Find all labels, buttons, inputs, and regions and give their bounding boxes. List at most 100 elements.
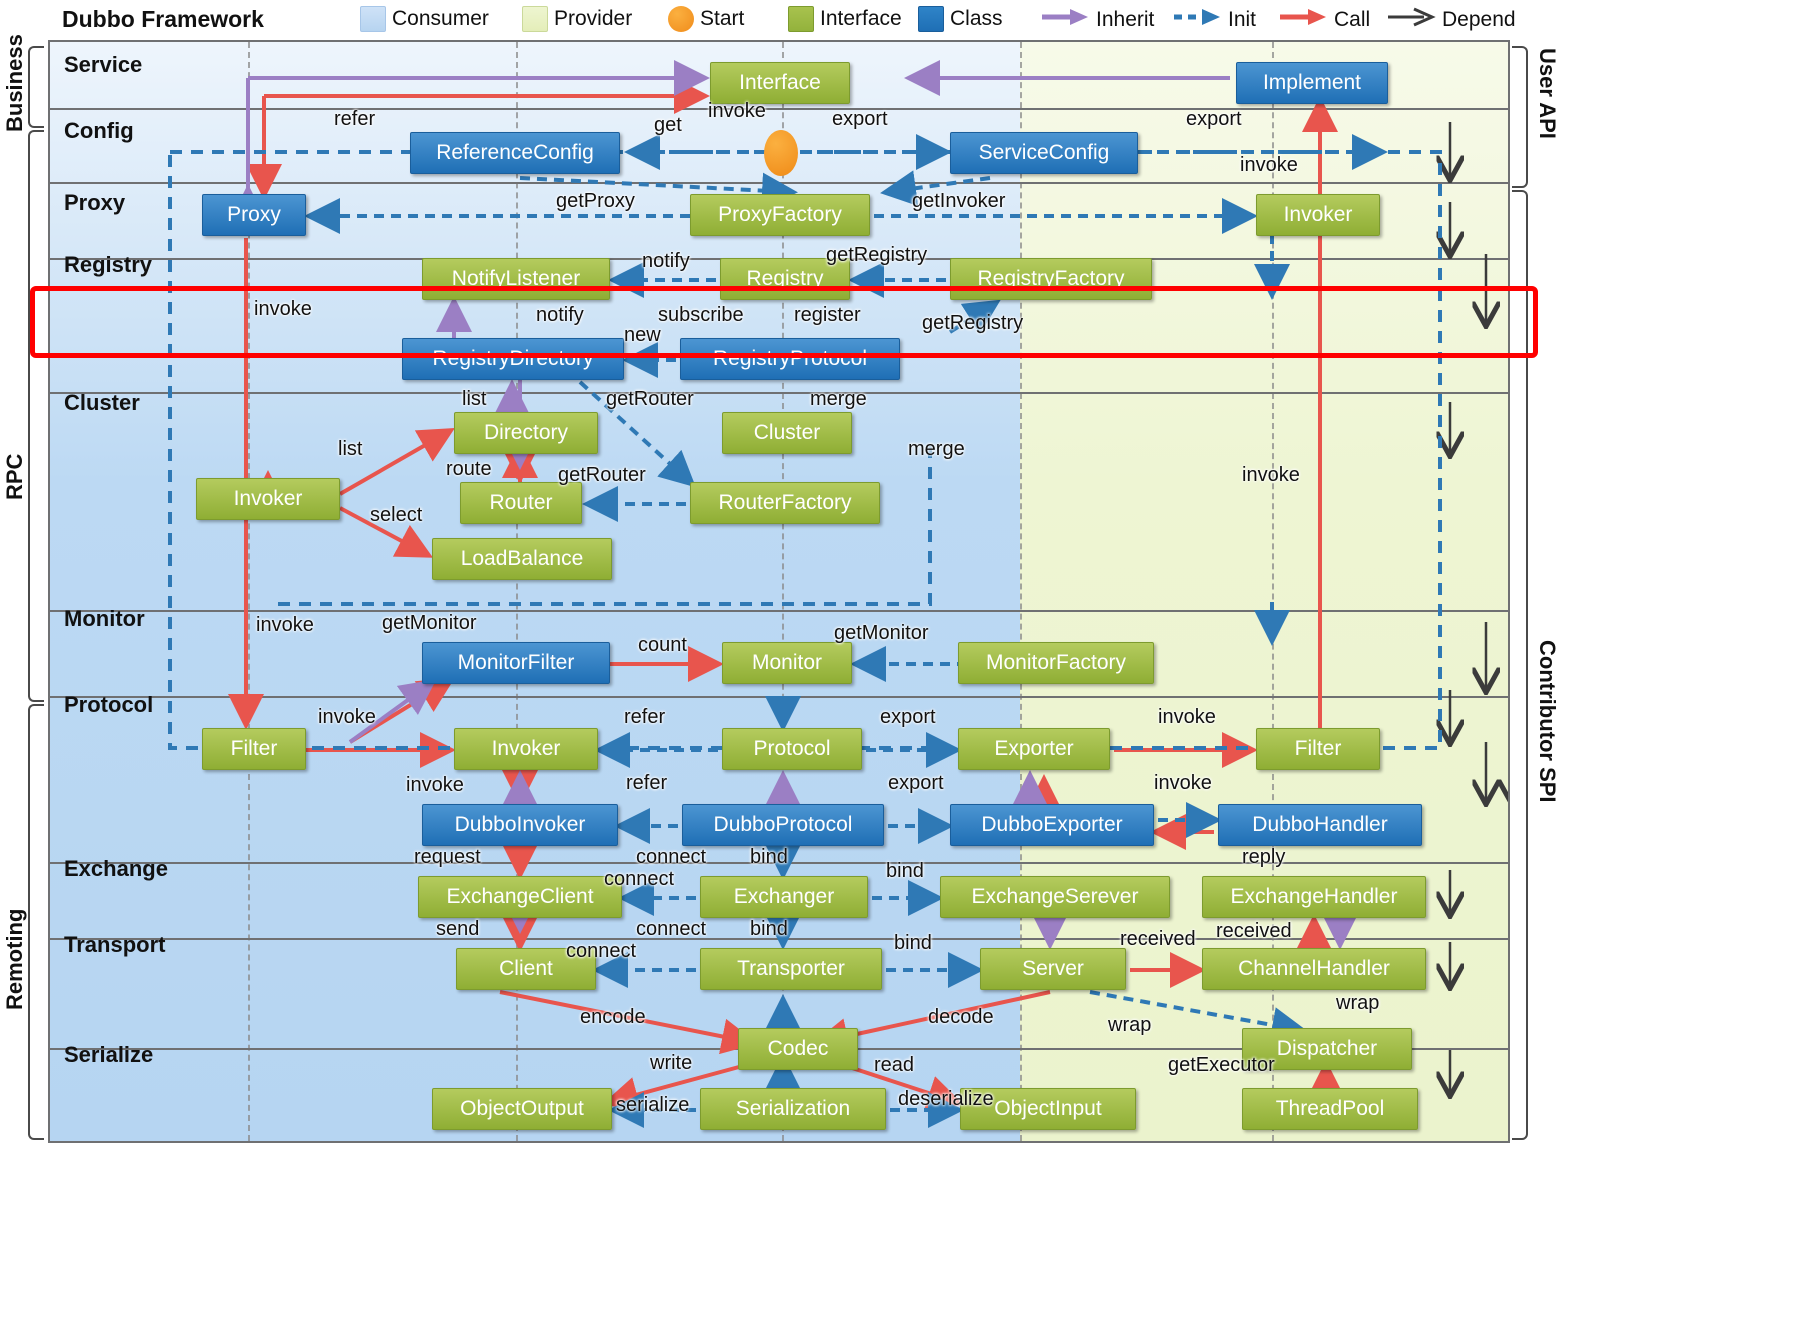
node-dubbo-exporter[interactable]: DubboExporter xyxy=(950,804,1154,846)
edge-label-connect-3: connect xyxy=(636,918,707,940)
node-thread-pool[interactable]: ThreadPool xyxy=(1242,1088,1418,1130)
legend-label-depend: Depend xyxy=(1442,8,1516,31)
node-dubbo-invoker[interactable]: DubboInvoker xyxy=(422,804,618,846)
edge-label-select: select xyxy=(370,504,423,526)
row-label-exchange: Exchange xyxy=(64,856,168,881)
node-filter-left[interactable]: Filter xyxy=(202,728,306,770)
edge-label-invoke-left-2: invoke xyxy=(256,614,314,636)
node-dubbo-protocol[interactable]: DubboProtocol xyxy=(682,804,884,846)
edge-label-list-2: list xyxy=(338,438,363,460)
node-reference-config[interactable]: ReferenceConfig xyxy=(410,132,620,174)
edge-label-decode: decode xyxy=(928,1006,994,1028)
bracket-user-api xyxy=(1512,46,1528,188)
node-serialization[interactable]: Serialization xyxy=(700,1088,886,1130)
node-registry-factory[interactable]: RegistryFactory xyxy=(950,258,1152,300)
edge-label-count: count xyxy=(638,634,687,656)
node-protocol[interactable]: Protocol xyxy=(722,728,862,770)
node-router[interactable]: Router xyxy=(460,482,582,524)
node-service-config[interactable]: ServiceConfig xyxy=(950,132,1138,174)
group-label-contributor-spi: Contributor SPI xyxy=(1535,640,1560,803)
legend-item-depend: Depend xyxy=(1386,6,1516,34)
legend-label-class: Class xyxy=(950,7,1003,30)
node-start-dot[interactable] xyxy=(764,130,798,176)
edge-label-export-1: export xyxy=(832,108,888,130)
legend-item-call: Call xyxy=(1278,6,1370,34)
node-cluster[interactable]: Cluster xyxy=(722,412,852,454)
legend-label-inherit: Inherit xyxy=(1096,8,1155,31)
node-router-factory[interactable]: RouterFactory xyxy=(690,482,880,524)
group-label-business: Business xyxy=(2,34,27,132)
edge-label-export-3: export xyxy=(880,706,936,728)
edge-label-list-1: list xyxy=(462,388,487,410)
edge-label-send: send xyxy=(436,918,480,940)
depend-arrow-icon xyxy=(1386,6,1436,34)
node-object-output[interactable]: ObjectOutput xyxy=(432,1088,612,1130)
node-proxy-factory[interactable]: ProxyFactory xyxy=(690,194,870,236)
bracket-business xyxy=(28,46,44,128)
edge-label-getregistry-1: getRegistry xyxy=(826,244,928,266)
edge-label-request: request xyxy=(414,846,481,868)
vline-4 xyxy=(1020,42,1022,1141)
node-implement[interactable]: Implement xyxy=(1236,62,1388,104)
node-exchange-client[interactable]: ExchangeClient xyxy=(418,876,622,918)
node-transporter[interactable]: Transporter xyxy=(700,948,882,990)
legend-item-start: Start xyxy=(668,6,744,32)
edge-label-encode: encode xyxy=(580,1006,646,1028)
node-interface[interactable]: Interface xyxy=(710,62,850,104)
node-invoker-proxy[interactable]: Invoker xyxy=(1256,194,1380,236)
vline-5 xyxy=(1272,42,1274,1141)
edge-label-route: route xyxy=(446,458,492,480)
node-server[interactable]: Server xyxy=(980,948,1126,990)
bracket-contributor-spi xyxy=(1512,190,1528,1140)
consumer-swatch-icon xyxy=(360,6,386,32)
edge-label-connect-1: connect xyxy=(636,846,707,868)
watermark: ✪ @拉勾教育 xyxy=(1569,1278,1770,1322)
node-exporter[interactable]: Exporter xyxy=(958,728,1110,770)
row-label-config: Config xyxy=(64,118,134,143)
rowline-service xyxy=(50,108,1508,110)
node-exchange-serever[interactable]: ExchangeSerever xyxy=(940,876,1170,918)
node-channel-handler[interactable]: ChannelHandler xyxy=(1202,948,1426,990)
node-notify-listener[interactable]: NotifyListener xyxy=(422,258,610,300)
init-arrow-icon xyxy=(1172,6,1222,34)
legend: Dubbo Framework Consumer Provider Start … xyxy=(0,0,1794,40)
node-object-input[interactable]: ObjectInput xyxy=(960,1088,1136,1130)
node-registry[interactable]: Registry xyxy=(720,258,850,300)
node-exchange-handler[interactable]: ExchangeHandler xyxy=(1202,876,1426,918)
edge-label-getexecutor: getExecutor xyxy=(1168,1054,1275,1076)
node-registry-directory[interactable]: RegistryDirectory xyxy=(402,338,624,380)
edge-label-invoke-top: invoke xyxy=(708,100,766,122)
edge-label-connect-2: connect xyxy=(604,868,675,890)
edge-label-getmonitor-1: getMonitor xyxy=(382,612,477,634)
row-label-serialize: Serialize xyxy=(64,1042,154,1067)
node-monitor[interactable]: Monitor xyxy=(722,642,852,684)
legend-label-start: Start xyxy=(700,7,745,30)
node-client[interactable]: Client xyxy=(456,948,596,990)
edge-label-bind-4: bind xyxy=(894,932,932,954)
interface-swatch-icon xyxy=(788,6,814,32)
node-load-balance[interactable]: LoadBalance xyxy=(432,538,612,580)
node-filter-right[interactable]: Filter xyxy=(1256,728,1380,770)
edge-label-merge-2: merge xyxy=(908,438,965,460)
edge-label-write: write xyxy=(650,1052,693,1074)
edge-label-read: read xyxy=(874,1054,915,1076)
legend-item-consumer: Consumer xyxy=(360,6,489,32)
node-directory[interactable]: Directory xyxy=(454,412,598,454)
node-monitor-filter[interactable]: MonitorFilter xyxy=(422,642,610,684)
legend-item-class: Class xyxy=(918,6,1003,32)
node-invoker-protocol[interactable]: Invoker xyxy=(454,728,598,770)
edge-label-invoke-5: invoke xyxy=(406,774,464,796)
node-codec[interactable]: Codec xyxy=(738,1028,858,1070)
edge-label-invoke-6: invoke xyxy=(1154,772,1212,794)
row-label-protocol: Protocol xyxy=(64,692,154,717)
edge-label-export-2: export xyxy=(1186,108,1242,130)
node-registry-protocol[interactable]: RegistryProtocol xyxy=(680,338,900,380)
node-dubbo-handler[interactable]: DubboHandler xyxy=(1218,804,1422,846)
node-exchanger[interactable]: Exchanger xyxy=(700,876,868,918)
edge-label-getrouter-1: getRouter xyxy=(606,388,694,410)
node-invoker-cluster[interactable]: Invoker xyxy=(196,478,340,520)
node-monitor-factory[interactable]: MonitorFactory xyxy=(958,642,1154,684)
edge-label-bind-2: bind xyxy=(886,860,924,882)
node-proxy[interactable]: Proxy xyxy=(202,194,306,236)
